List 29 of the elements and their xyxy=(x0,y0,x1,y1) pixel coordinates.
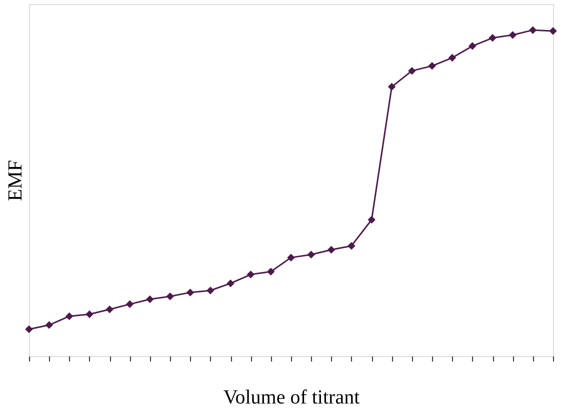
point xyxy=(549,27,557,35)
point xyxy=(146,295,154,304)
point xyxy=(287,254,295,262)
x-axis-title: Volume of titrant xyxy=(223,386,360,408)
point xyxy=(468,42,476,50)
point xyxy=(206,286,214,294)
point xyxy=(45,321,54,329)
point xyxy=(166,292,174,300)
y-axis-title: EMF xyxy=(4,160,26,202)
point xyxy=(226,279,234,288)
point xyxy=(448,54,456,62)
point xyxy=(408,66,416,75)
point xyxy=(126,300,134,308)
point xyxy=(186,288,194,296)
point xyxy=(368,216,376,224)
point xyxy=(25,325,33,334)
point xyxy=(428,62,436,70)
point xyxy=(508,31,517,39)
point xyxy=(327,246,336,254)
point xyxy=(65,312,74,320)
point xyxy=(307,250,316,259)
point xyxy=(348,242,356,250)
point xyxy=(528,26,537,34)
point xyxy=(86,310,94,318)
point xyxy=(246,270,255,278)
point xyxy=(488,34,496,42)
point xyxy=(388,82,396,91)
point xyxy=(106,306,114,314)
point xyxy=(266,268,275,276)
